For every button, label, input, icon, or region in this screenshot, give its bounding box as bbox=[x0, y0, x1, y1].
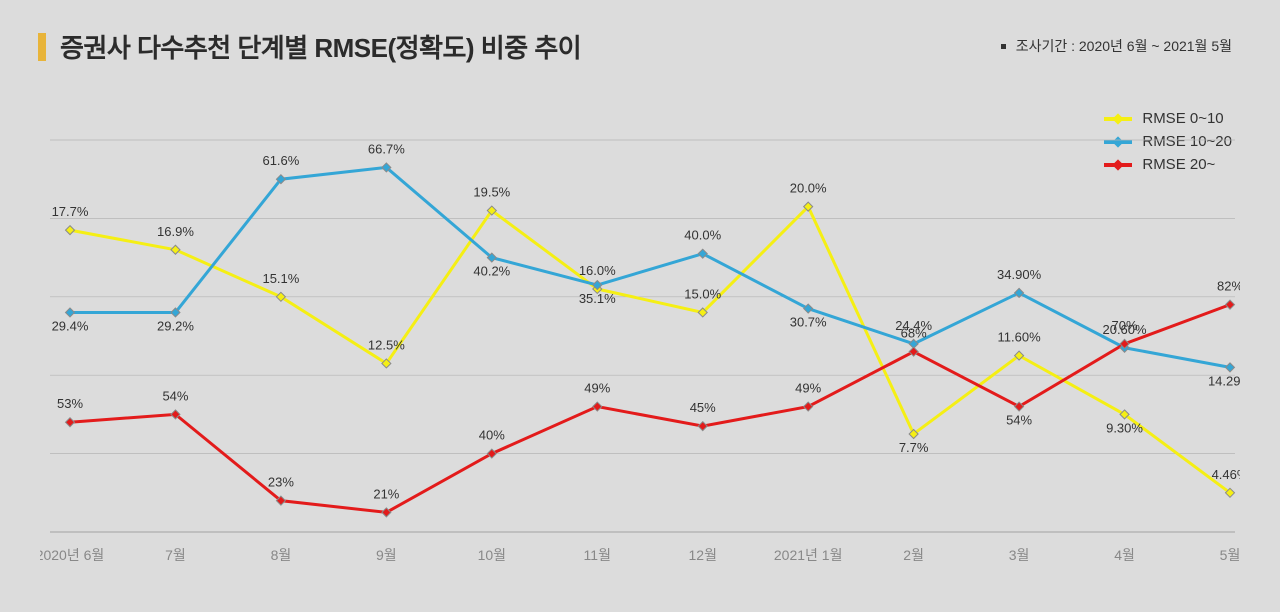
data-label: 23% bbox=[268, 475, 294, 490]
data-label: 30.7% bbox=[790, 315, 827, 330]
data-label: 45% bbox=[690, 400, 716, 415]
data-label: 40.0% bbox=[684, 228, 721, 243]
xaxis-label: 2월 bbox=[903, 547, 924, 563]
xaxis-label: 11월 bbox=[584, 547, 611, 563]
data-label: 40.2% bbox=[473, 264, 510, 279]
series-line bbox=[70, 305, 1230, 513]
xaxis-label: 3월 bbox=[1009, 547, 1030, 563]
xaxis-label: 8월 bbox=[271, 547, 292, 563]
data-label: 82% bbox=[1217, 279, 1240, 294]
data-label: 9.30% bbox=[1106, 420, 1143, 435]
chart-title-area: 증권사 다수추천 단계별 RMSE(정확도) 비중 추이 bbox=[38, 28, 581, 65]
legend-swatch bbox=[1104, 117, 1132, 121]
data-label: 66.7% bbox=[368, 141, 405, 156]
xaxis-label: 2020년 6월 bbox=[40, 547, 104, 563]
data-marker bbox=[1226, 300, 1235, 309]
xaxis-label: 12월 bbox=[689, 547, 717, 563]
data-marker bbox=[66, 226, 75, 235]
data-marker bbox=[593, 402, 602, 411]
data-marker bbox=[66, 308, 75, 317]
data-marker bbox=[698, 422, 707, 431]
data-label: 29.2% bbox=[157, 318, 194, 333]
xaxis-label: 4월 bbox=[1114, 547, 1135, 563]
data-label: 17.7% bbox=[52, 204, 89, 219]
line-chart: 2020년 6월 7월 8월 9월 10월 11월 12월 2021년 1월 2월 3월 4월 5월 1… bbox=[40, 130, 1240, 572]
data-label: 20.0% bbox=[790, 181, 827, 196]
data-label: 7.7% bbox=[899, 440, 929, 455]
data-label: 15.1% bbox=[262, 271, 299, 286]
data-marker bbox=[66, 418, 75, 427]
data-label: 29.4% bbox=[52, 318, 89, 333]
legend-item: RMSE 0~10 bbox=[1104, 110, 1232, 127]
data-label: 54% bbox=[1006, 413, 1032, 428]
data-label: 61.6% bbox=[262, 153, 299, 168]
data-marker bbox=[171, 245, 180, 254]
series-line bbox=[70, 167, 1230, 367]
data-label: 68% bbox=[901, 326, 927, 341]
data-label: 4.46% bbox=[1212, 467, 1240, 482]
series-line bbox=[70, 207, 1230, 493]
data-label: 70% bbox=[1112, 318, 1138, 333]
xaxis-label: 5월 bbox=[1220, 547, 1240, 563]
data-label: 16.0% bbox=[579, 263, 616, 278]
data-label: 54% bbox=[162, 388, 188, 403]
bullet-icon bbox=[1001, 44, 1006, 49]
data-label: 34.90% bbox=[997, 267, 1042, 282]
chart-title: 증권사 다수추천 단계별 RMSE(정확도) 비중 추이 bbox=[60, 28, 581, 65]
data-label: 40% bbox=[479, 428, 505, 443]
data-label: 16.9% bbox=[157, 224, 194, 239]
data-label: 15.0% bbox=[684, 286, 721, 301]
data-label: 35.1% bbox=[579, 291, 616, 306]
xaxis-label: 7월 bbox=[165, 547, 186, 563]
data-label: 14.29% bbox=[1208, 373, 1240, 388]
period-label: 조사기간 : 2020년 6월 ~ 2021월 5월 bbox=[1016, 36, 1232, 56]
xaxis-label: 2021년 1월 bbox=[774, 547, 843, 563]
data-label: 19.5% bbox=[473, 185, 510, 200]
xaxis-label: 10월 bbox=[478, 547, 506, 563]
data-label: 49% bbox=[584, 381, 610, 396]
data-label: 53% bbox=[57, 396, 83, 411]
survey-period: 조사기간 : 2020년 6월 ~ 2021월 5월 bbox=[1001, 36, 1232, 56]
data-label: 12.5% bbox=[368, 337, 405, 352]
xaxis-label: 9월 bbox=[376, 547, 397, 563]
data-label: 21% bbox=[373, 486, 399, 501]
data-label: 49% bbox=[795, 381, 821, 396]
title-accent-bar bbox=[38, 33, 46, 61]
data-label: 11.60% bbox=[998, 330, 1042, 345]
legend-label: RMSE 0~10 bbox=[1142, 110, 1223, 127]
data-marker bbox=[1226, 363, 1235, 372]
